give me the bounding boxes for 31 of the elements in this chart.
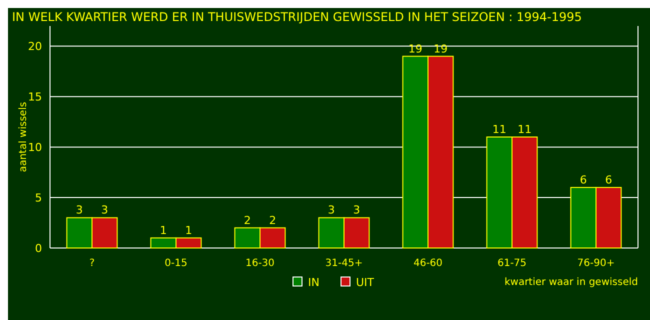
- y-tick-label: 0: [35, 242, 42, 255]
- data-label: 3: [101, 204, 108, 217]
- data-label: 3: [328, 204, 335, 217]
- data-label: 19: [434, 42, 448, 56]
- data-label: 1: [185, 224, 192, 237]
- x-tick-label: 16-30: [245, 258, 275, 269]
- x-tick-label: 76-90+: [577, 258, 615, 269]
- y-axis-title: aantal wissels: [18, 102, 29, 172]
- data-label: 11: [518, 123, 532, 136]
- data-label: 2: [244, 214, 251, 227]
- legend-label: UIT: [356, 276, 374, 289]
- chart-title: IN WELK KWARTIER WERD ER IN THUISWEDSTRIJDEN GEWISSELD IN HET SEIZOEN : 1994-1995: [12, 10, 582, 24]
- data-label: 6: [580, 173, 587, 186]
- x-tick-label: 61-75: [497, 258, 527, 269]
- y-tick-label: 20: [28, 40, 42, 54]
- data-label: 6: [605, 173, 612, 186]
- data-label: 1: [160, 224, 167, 237]
- x-axis-title: kwartier waar in gewisseld: [504, 277, 638, 288]
- y-tick-label: 15: [28, 90, 42, 104]
- y-tick-label: 10: [28, 141, 42, 154]
- x-tick-label: 31-45+: [325, 258, 363, 269]
- legend-label: IN: [308, 276, 320, 289]
- data-label: 3: [76, 204, 83, 217]
- data-label: 2: [269, 214, 276, 227]
- data-label: 3: [353, 204, 360, 217]
- x-tick-label: 46-60: [413, 258, 443, 269]
- x-tick-label: ?: [89, 258, 95, 269]
- y-tick-label: 5: [35, 192, 42, 205]
- x-tick-label: 0-15: [164, 258, 188, 269]
- data-label: 19: [408, 42, 422, 56]
- data-label: 11: [492, 123, 506, 136]
